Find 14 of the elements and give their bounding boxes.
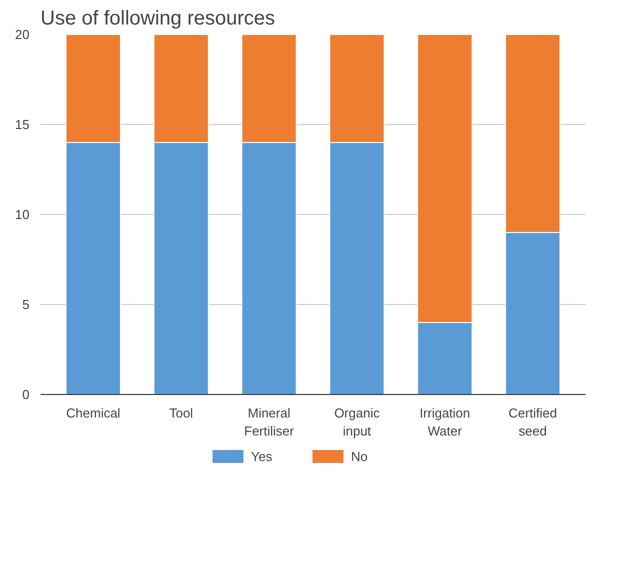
y-tick-label: 15 bbox=[15, 117, 30, 132]
legend-label: No bbox=[351, 449, 368, 464]
x-tick-label: Organic input bbox=[334, 406, 380, 438]
x-tick-label: Irrigation Water bbox=[420, 406, 470, 438]
y-tick-label: 10 bbox=[15, 207, 30, 222]
y-tick-label: 20 bbox=[15, 27, 30, 42]
y-tick-label: 0 bbox=[22, 387, 30, 402]
x-tick-label: Mineral Fertiliser bbox=[244, 406, 295, 438]
x-tick-label: Certified seed bbox=[508, 406, 557, 438]
legend-label: Yes bbox=[251, 449, 273, 464]
x-tick-label: Chemical bbox=[66, 406, 120, 420]
chart-title: Use of following resources bbox=[40, 8, 276, 30]
x-tick-label: Tool bbox=[169, 406, 194, 420]
y-tick-label: 5 bbox=[22, 297, 30, 312]
